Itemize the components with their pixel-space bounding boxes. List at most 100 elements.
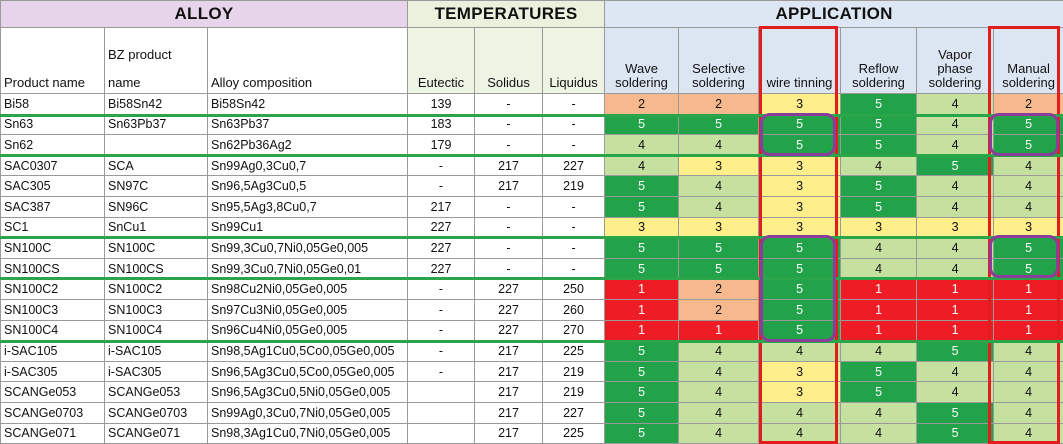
- product-name-cell: Bi58: [0, 93, 105, 115]
- header-bz-line2: name: [108, 75, 141, 90]
- product-name-cell: SN100C2: [0, 278, 105, 300]
- alloy-composition-cell: Bi58Sn42: [206, 93, 409, 115]
- solidus-cell: -: [474, 195, 544, 218]
- manual-score-cell: 4: [993, 340, 1063, 362]
- vapor-phase-score-cell: 1: [916, 319, 995, 342]
- bz-product-name-cell: SN97C: [104, 175, 208, 197]
- manual-score-cell: 4: [993, 154, 1063, 177]
- header-solidus: Solidus: [474, 27, 544, 94]
- wire-tinning-score-cell: 5: [758, 298, 842, 321]
- reflow-score-cell: 1: [840, 278, 918, 300]
- group-alloy: ALLOY: [0, 0, 409, 28]
- solidus-cell: 217: [474, 360, 544, 383]
- liquidus-cell: 250: [542, 278, 606, 300]
- eutectic-cell: [407, 401, 476, 424]
- bz-product-name-cell: SN100C2: [104, 278, 208, 300]
- wave-score-cell: 5: [604, 381, 680, 403]
- liquidus-cell: -: [542, 134, 606, 156]
- solidus-cell: -: [474, 257, 544, 280]
- table-row: SAC305 SN97C Sn96,5Ag3Cu0,5-217 219 5 4 3 5 4 4: [0, 175, 1063, 197]
- wave-score-cell: 2: [604, 93, 680, 115]
- vapor-phase-score-cell: 5: [916, 422, 995, 444]
- bz-product-name-cell: SN100C3: [104, 298, 208, 321]
- table-row: SN100C4 SN100C4 Sn96Cu4Ni0,05Ge0,005-227 27…: [0, 319, 1063, 342]
- bz-product-name-cell: SCANGe053: [104, 381, 208, 403]
- wire-tinning-score-cell: 5: [758, 113, 842, 136]
- manual-score-cell: 5: [993, 134, 1063, 156]
- liquidus-cell: 219: [542, 381, 606, 403]
- header-wave-soldering: Wave soldering: [604, 27, 680, 94]
- selective-score-cell: 4: [678, 340, 760, 362]
- solidus-cell: 217: [474, 154, 544, 177]
- eutectic-cell: 217: [407, 195, 476, 218]
- reflow-score-cell: 4: [840, 422, 918, 444]
- wave-score-cell: 5: [604, 257, 680, 280]
- eutectic-cell: 183: [407, 113, 476, 136]
- wire-tinning-score-cell: 5: [758, 278, 842, 300]
- vapor-phase-score-cell: 1: [916, 298, 995, 321]
- manual-score-cell: 4: [993, 422, 1063, 444]
- wave-score-cell: 4: [604, 134, 680, 156]
- wire-tinning-score-cell: 3: [758, 195, 842, 218]
- table-row: i-SAC305 i-SAC305 Sn96,5Ag3Cu0,5Co0,05Ge0,…: [0, 360, 1063, 383]
- product-name-cell: SCANGe053: [0, 381, 105, 403]
- alloy-composition-cell: Sn99,3Cu0,7Ni0,05Ge0,01: [206, 257, 409, 280]
- eutectic-cell: [407, 422, 476, 444]
- alloy-composition-cell: Sn99Ag0,3Cu0,7Ni0,05Ge0,005: [206, 401, 409, 424]
- table-row: Sn62 Sn62Pb36Ag2 179- -4 4 5 5 4 5: [0, 134, 1063, 156]
- solidus-cell: 217: [474, 175, 544, 197]
- table-row: Bi58 Bi58Sn42 Bi58Sn42 139- -2 2 3 5 4 2: [0, 93, 1063, 115]
- product-name-cell: SAC0307: [0, 154, 105, 177]
- eutectic-cell: [407, 381, 476, 403]
- bz-product-name-cell: SN100C4: [104, 319, 208, 342]
- header-product-name: Product name: [0, 27, 105, 94]
- eutectic-cell: 227: [407, 216, 476, 239]
- liquidus-cell: 219: [542, 175, 606, 197]
- table-row: SN100C SN100C Sn99,3Cu0,7Ni0,05Ge0,005 227-…: [0, 237, 1063, 259]
- manual-score-cell: 1: [993, 278, 1063, 300]
- wire-tinning-score-cell: 5: [758, 257, 842, 280]
- reflow-score-cell: 5: [840, 134, 918, 156]
- liquidus-cell: -: [542, 257, 606, 280]
- selective-score-cell: 4: [678, 360, 760, 383]
- eutectic-cell: 227: [407, 237, 476, 259]
- wave-score-cell: 5: [604, 360, 680, 383]
- wave-score-cell: 1: [604, 298, 680, 321]
- bz-product-name-cell: SN100CS: [104, 257, 208, 280]
- eutectic-cell: 227: [407, 257, 476, 280]
- reflow-score-cell: 5: [840, 93, 918, 115]
- liquidus-cell: 225: [542, 340, 606, 362]
- wave-score-cell: 1: [604, 319, 680, 342]
- manual-score-cell: 4: [993, 401, 1063, 424]
- wave-score-cell: 5: [604, 237, 680, 259]
- reflow-score-cell: 5: [840, 175, 918, 197]
- wire-tinning-score-cell: 3: [758, 93, 842, 115]
- reflow-score-cell: 1: [840, 298, 918, 321]
- reflow-score-cell: 5: [840, 360, 918, 383]
- manual-score-cell: 4: [993, 195, 1063, 218]
- alloy-composition-cell: Sn96,5Ag3Cu0,5: [206, 175, 409, 197]
- selective-score-cell: 4: [678, 422, 760, 444]
- solidus-cell: -: [474, 93, 544, 115]
- wave-score-cell: 5: [604, 401, 680, 424]
- table-row: i-SAC105 i-SAC105 Sn98,5Ag1Cu0,5Co0,05Ge0,…: [0, 340, 1063, 362]
- wire-tinning-score-cell: 5: [758, 237, 842, 259]
- selective-score-cell: 2: [678, 298, 760, 321]
- alloy-composition-cell: Sn96Cu4Ni0,05Ge0,005: [206, 319, 409, 342]
- product-name-cell: Sn62: [0, 134, 105, 156]
- product-name-cell: i-SAC105: [0, 340, 105, 362]
- product-name-cell: SCANGe0703: [0, 401, 105, 424]
- header-eutectic: Eutectic: [407, 27, 476, 94]
- wire-tinning-score-cell: 3: [758, 360, 842, 383]
- table-row: Sn63 Sn63Pb37 Sn63Pb37 183- -5 5 5 5 4 5: [0, 113, 1063, 136]
- bz-product-name-cell: SCANGe0703: [104, 401, 208, 424]
- wire-tinning-score-cell: 3: [758, 216, 842, 239]
- reflow-score-cell: 4: [840, 257, 918, 280]
- manual-score-cell: 1: [993, 298, 1063, 321]
- table-row: SCANGe071 SCANGe071 Sn98,3Ag1Cu0,7Ni0,05Ge…: [0, 422, 1063, 444]
- header-bz-product-name: BZ product name: [104, 27, 208, 94]
- product-name-cell: SC1: [0, 216, 105, 239]
- table-body: Bi58 Bi58Sn42 Bi58Sn42 139- -2 2 3 5 4 2 Sn63 Sn63P…: [0, 93, 1063, 444]
- reflow-score-cell: 4: [840, 237, 918, 259]
- manual-score-cell: 4: [993, 175, 1063, 197]
